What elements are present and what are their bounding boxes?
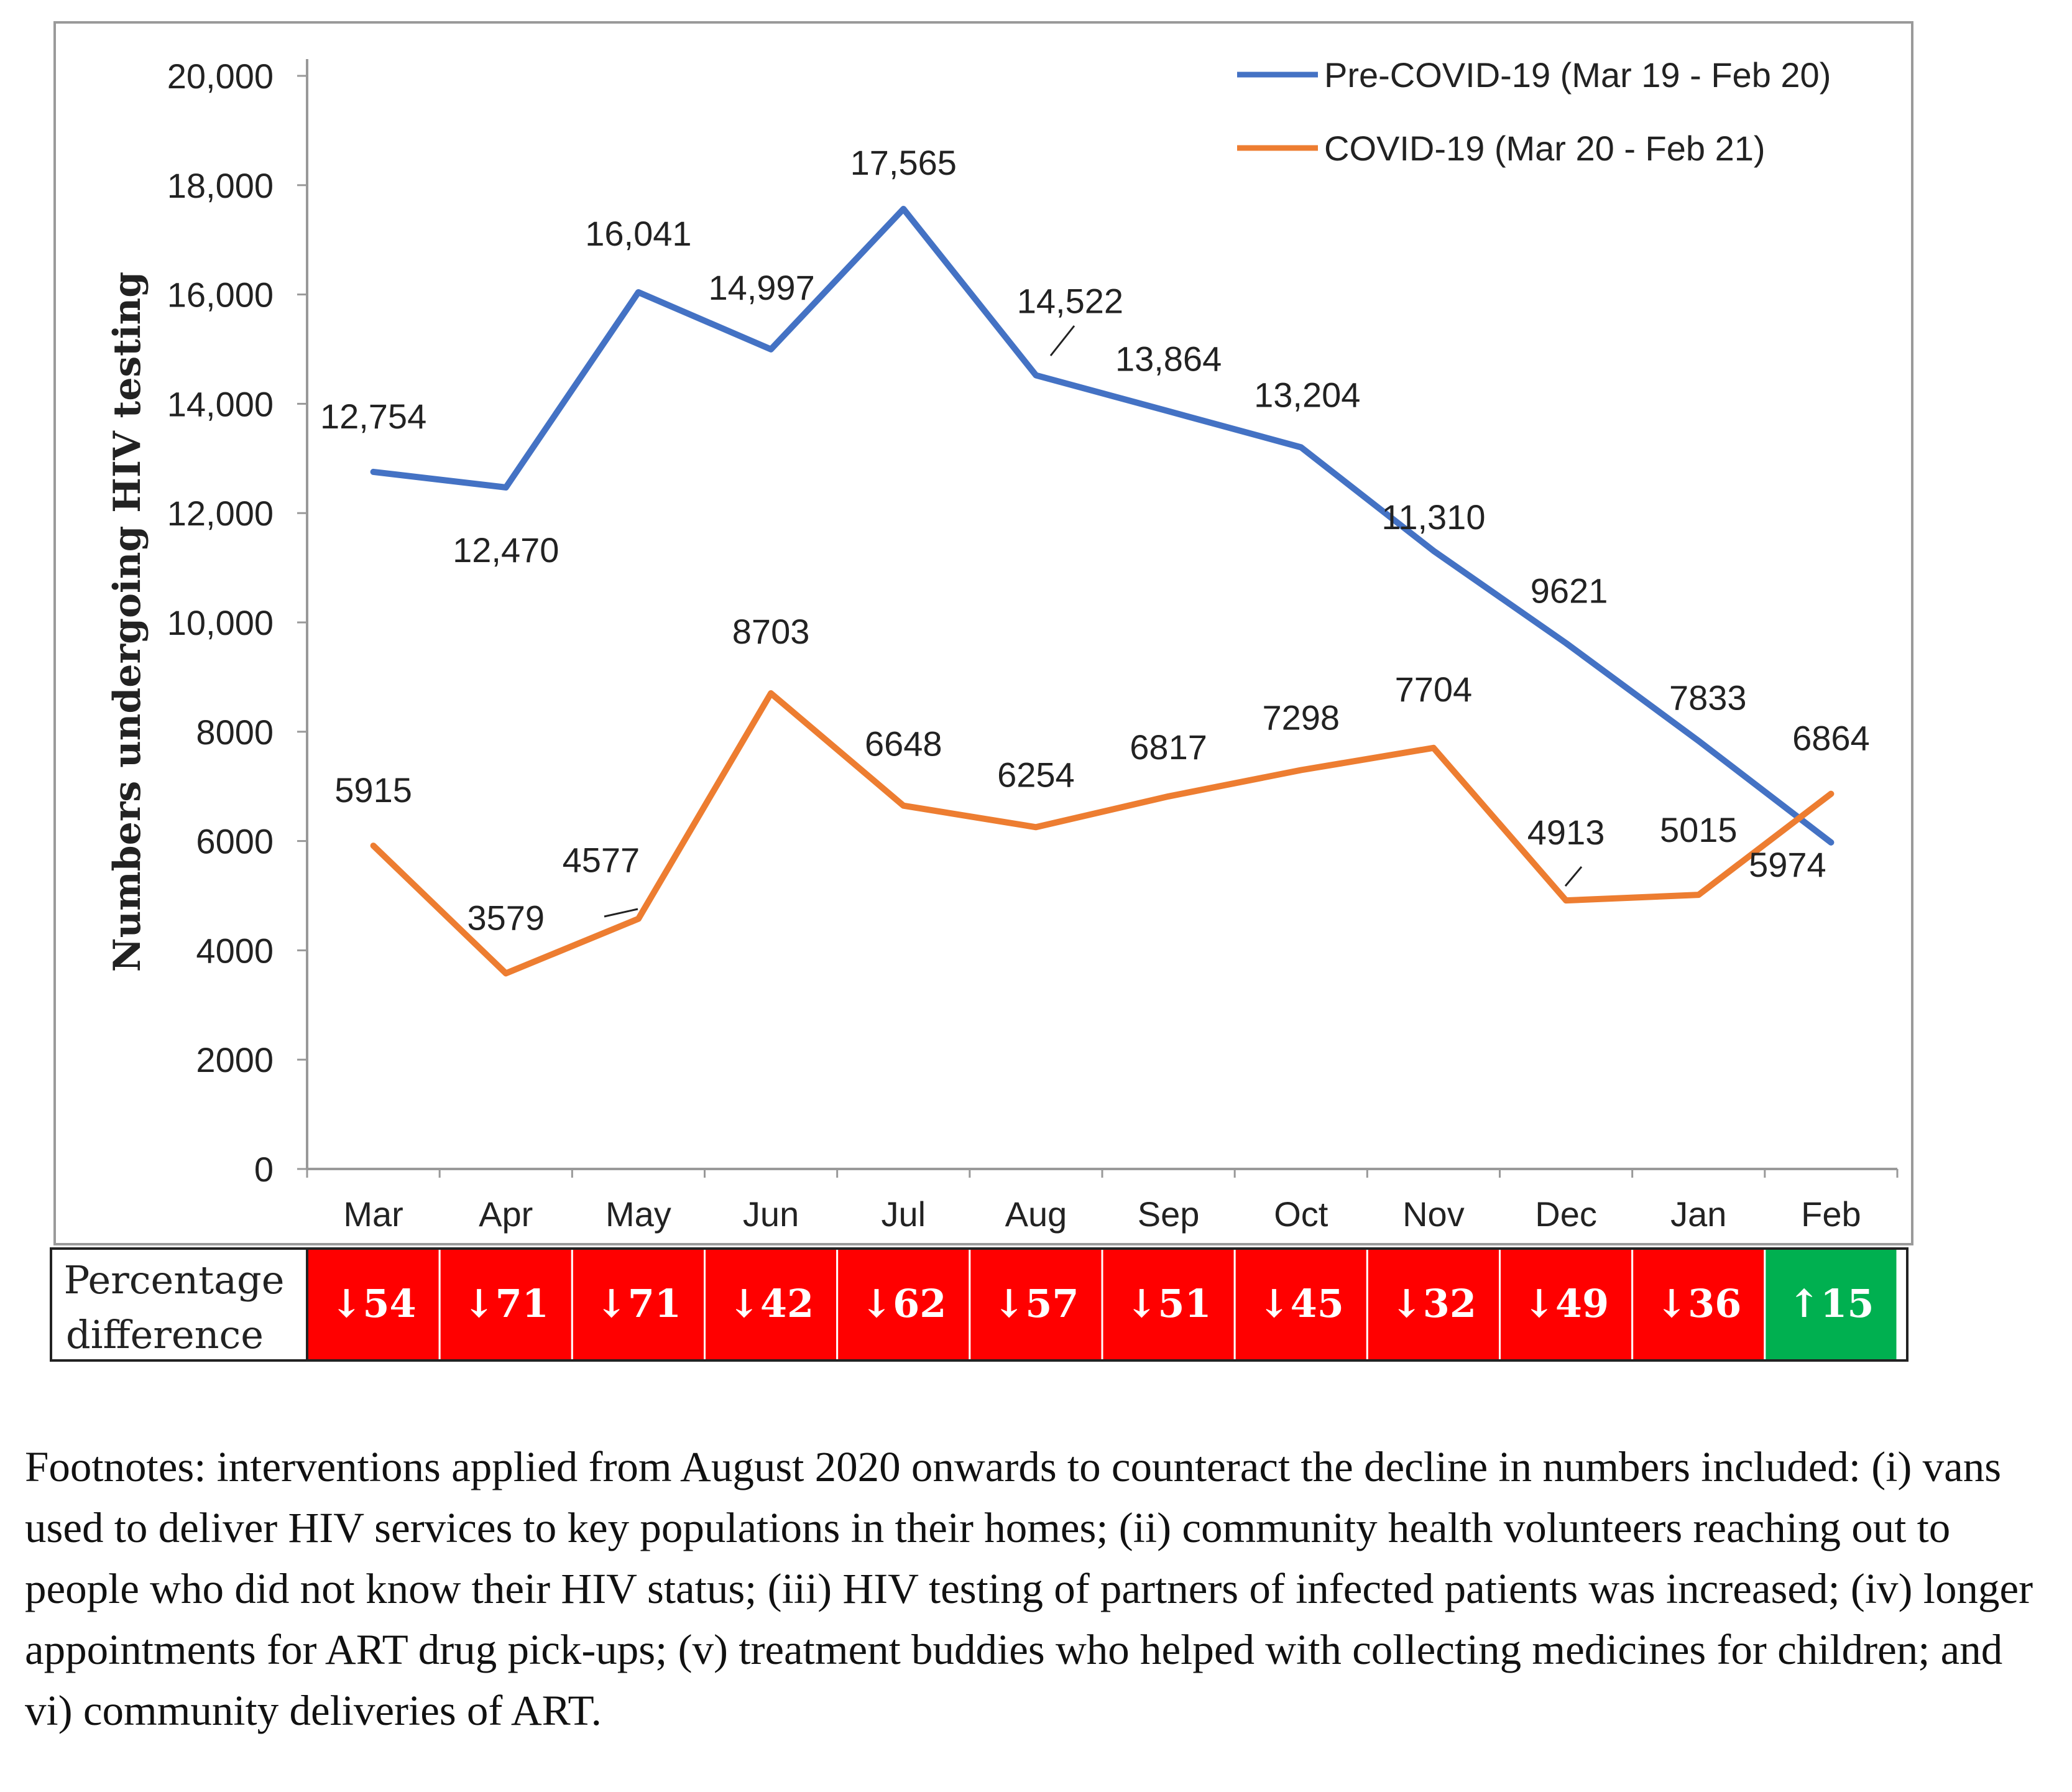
data-label-pre-covid: 16,041	[585, 214, 691, 253]
y-tick-label: 2000	[196, 1040, 274, 1079]
data-label-covid: 4577	[563, 841, 640, 880]
series-line-pre-covid	[370, 206, 1835, 846]
x-ticks: Mar Apr May Jun Jul Aug Sep Oct Nov Dec Jan Feb	[306, 1169, 1899, 1234]
percentage-difference-table: Percentage difference ↓54 ↓71 ↓71 ↓42 ↓62 ↓57…	[50, 1247, 1909, 1362]
data-label-pre-covid: 13,864	[1115, 339, 1222, 378]
y-tick-label: 4000	[196, 931, 274, 970]
percentage-difference-row-border	[306, 1247, 1909, 1362]
percentage-difference-cell	[1233, 1247, 1368, 1362]
percentage-difference-cells: ↓54 ↓71 ↓71 ↓42 ↓62 ↓57 ↓51 ↓45 ↓32 ↓49 ↓36 ↑15	[306, 1247, 1909, 1362]
data-label-covid: 6864	[1792, 719, 1870, 758]
label-leader-line	[1049, 325, 1075, 356]
percentage-difference-value: ↓49	[1523, 1281, 1609, 1326]
x-tick-label: Jan	[1670, 1194, 1726, 1234]
data-label-pre-covid: 7833	[1669, 678, 1747, 717]
percentage-difference-label-cell	[50, 1247, 308, 1362]
data-label-covid: 6254	[997, 755, 1075, 794]
label-leader-line	[604, 908, 638, 918]
percentage-difference-value: ↓71	[596, 1281, 681, 1326]
data-label-pre-covid: 9621	[1531, 571, 1608, 610]
y-ticks: 0 2000 4000 6000 8000 10,000 12,000 14,000 16,00…	[167, 57, 307, 1189]
data-label-covid: 4913	[1527, 813, 1605, 852]
percentage-difference-value: ↓51	[1125, 1281, 1211, 1326]
data-label-pre-covid: 14,997	[708, 268, 814, 307]
data-label-covid: 5915	[334, 770, 412, 810]
y-tick-label: 8000	[196, 713, 274, 752]
line-chart: Numbers undergoing HIV testing 0 2000 4000…	[50, 21, 1913, 1362]
data-label-pre-covid: 11,310	[1381, 497, 1485, 537]
data-label-covid: 5015	[1660, 810, 1738, 849]
percentage-difference-cell	[438, 1247, 573, 1362]
x-tick-label: Mar	[343, 1194, 403, 1234]
percentage-difference-value: ↓32	[1391, 1281, 1476, 1326]
percentage-difference-value: ↓57	[993, 1281, 1079, 1326]
y-tick-label: 20,000	[167, 57, 274, 96]
data-label-pre-covid: 12,754	[320, 397, 426, 436]
y-axis-title: Numbers undergoing HIV testing	[106, 272, 149, 972]
data-label-pre-covid: 12,470	[453, 530, 559, 570]
legend-label-pre-covid: Pre-COVID-19 (Mar 19 - Feb 20)	[1324, 55, 1831, 95]
data-label-covid: 6817	[1130, 727, 1207, 767]
data-labels: 12,754 12,470 16,041 14,997 17,565 14,522 13,8…	[320, 143, 1870, 937]
data-label-pre-covid: 13,204	[1254, 375, 1360, 414]
percentage-difference-cell	[1631, 1247, 1766, 1362]
y-tick-label: 14,000	[167, 384, 274, 423]
percentage-difference-value: ↓62	[860, 1281, 946, 1326]
data-label-covid: 6648	[865, 724, 942, 764]
percentage-difference-value: ↓42	[728, 1281, 814, 1326]
percentage-difference-cell	[969, 1247, 1103, 1362]
y-tick-label: 18,000	[167, 166, 274, 205]
y-tick-label: 0	[254, 1150, 274, 1189]
y-tick-label: 6000	[196, 822, 274, 861]
data-label-covid: 3579	[467, 898, 545, 937]
percentage-difference-label-line2: difference	[66, 1312, 264, 1357]
x-tick-label: May	[605, 1194, 671, 1234]
data-label-covid: 7704	[1395, 670, 1473, 709]
x-tick-label: Sep	[1138, 1194, 1200, 1234]
series-lines	[370, 206, 1835, 977]
y-tick-label: 16,000	[167, 275, 274, 315]
percentage-difference-cell	[1764, 1247, 1899, 1362]
percentage-difference-value: ↑15	[1788, 1281, 1874, 1326]
percentage-difference-label-line1: Percentage	[64, 1257, 285, 1303]
data-label-covid: 7298	[1262, 698, 1340, 737]
legend-label-covid: COVID-19 (Mar 20 - Feb 21)	[1324, 129, 1766, 168]
leader-lines	[604, 325, 1583, 918]
chart-frame	[53, 21, 1913, 1245]
data-label-pre-covid: 5974	[1749, 845, 1826, 884]
percentage-difference-value: ↓71	[463, 1281, 549, 1326]
y-tick-label: 12,000	[167, 494, 274, 533]
x-tick-label: Nov	[1402, 1194, 1465, 1234]
percentage-difference-cell	[1366, 1247, 1501, 1362]
percentage-difference-cell	[704, 1247, 839, 1362]
legend: Pre-COVID-19 (Mar 19 - Feb 20) COVID-19 …	[1237, 55, 1831, 168]
x-tick-label: Jun	[743, 1194, 799, 1234]
footnote: Footnotes: interventions applied from Au…	[25, 1443, 2033, 1734]
data-label-covid: 8703	[732, 612, 810, 651]
x-tick-label: Apr	[479, 1194, 533, 1234]
data-label-pre-covid: 17,565	[850, 143, 957, 182]
x-tick-label: Dec	[1535, 1194, 1597, 1234]
percentage-difference-value: ↓36	[1655, 1281, 1741, 1326]
x-tick-label: Oct	[1274, 1194, 1328, 1234]
data-label-pre-covid: 14,522	[1017, 282, 1123, 321]
x-tick-label: Aug	[1005, 1194, 1067, 1234]
percentage-difference-value: ↓54	[330, 1281, 416, 1326]
series-line-covid	[370, 690, 1835, 977]
x-tick-label: Feb	[1801, 1194, 1861, 1234]
x-tick-label: Jul	[881, 1194, 926, 1234]
percentage-difference-value: ↓45	[1258, 1281, 1344, 1326]
y-tick-label: 10,000	[167, 603, 274, 642]
label-leader-line	[1564, 866, 1583, 887]
